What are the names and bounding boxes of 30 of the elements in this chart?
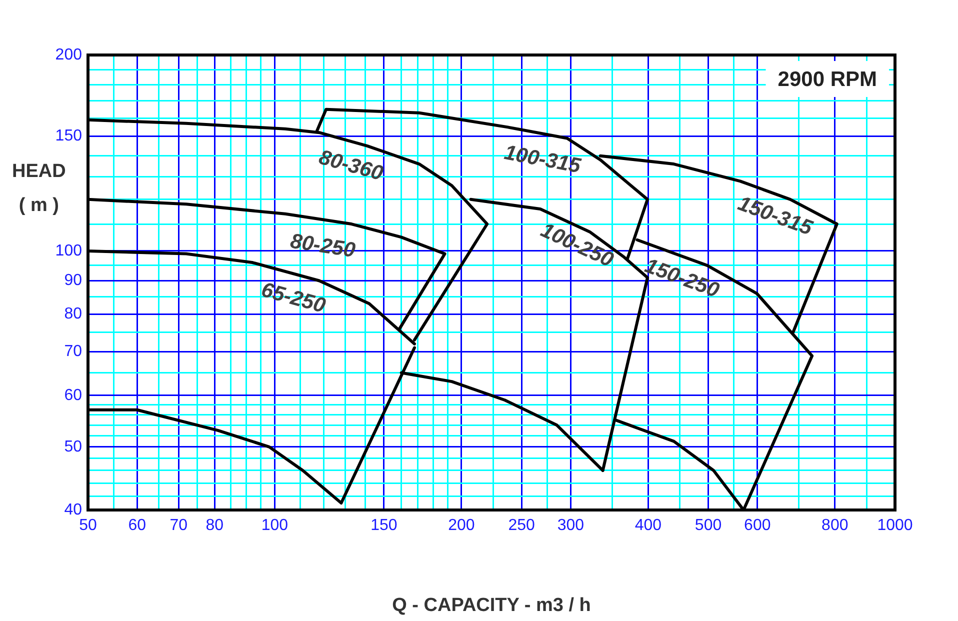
x-tick-label: 250 (508, 517, 535, 534)
y-tick-label: 80 (64, 305, 82, 322)
text: 80-250 (288, 230, 358, 262)
y-tick-label: 50 (64, 438, 82, 456)
x-tick-label: 200 (448, 517, 475, 534)
y-tick-label: 60 (64, 386, 82, 404)
y-tick-label: 40 (64, 501, 82, 518)
x-tick-label: 100 (261, 517, 288, 534)
x-tick-label: 60 (128, 517, 146, 534)
y-tick-label: 200 (55, 46, 82, 64)
y-tick-label: 90 (64, 272, 82, 290)
x-tick-label: 300 (557, 517, 584, 534)
y-tick-label: 150 (55, 128, 82, 145)
text: 65-250 (258, 278, 328, 318)
y-tick-label: 70 (64, 343, 82, 360)
x-tick-label: 500 (694, 517, 722, 534)
y-tick-label: 100 (55, 242, 82, 260)
x-tick-label: 800 (822, 517, 848, 534)
annotation: 2900 RPM (778, 68, 877, 91)
y-axis-title: HEAD ( m ) (12, 160, 66, 218)
x-tick-label: 70 (170, 517, 188, 534)
x-axis-title: Q - CAPACITY - m3 / h (392, 594, 591, 616)
x-tick-label: 150 (370, 517, 398, 534)
text: 80-360 (316, 146, 386, 186)
x-tick-label: 50 (79, 517, 97, 534)
x-tick-label: 80 (206, 517, 224, 534)
x-tick-label: 600 (744, 517, 771, 534)
x-tick-label: 1000 (877, 517, 913, 534)
text: 100-315 (502, 141, 583, 178)
x-tick-label: 400 (634, 517, 662, 534)
